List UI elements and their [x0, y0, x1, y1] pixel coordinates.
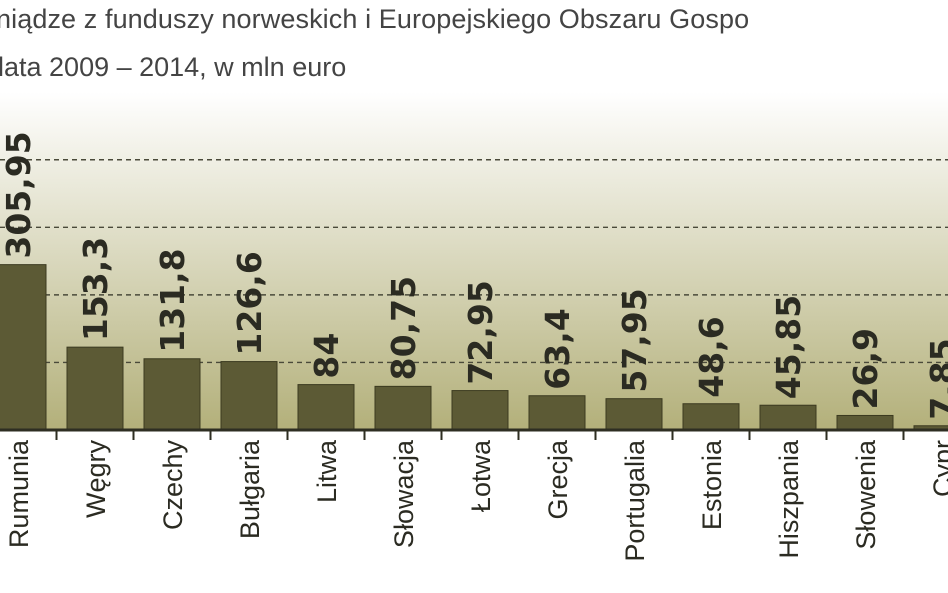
bar-grecja — [528, 395, 586, 431]
bar-rumunia — [0, 264, 47, 431]
category-label-cypr: Cypr — [928, 440, 948, 497]
x-axis-ticks — [55, 430, 905, 440]
value-label-portugalia: 57,95 — [615, 288, 654, 392]
category-label-bulgaria: Bułgaria — [235, 439, 265, 539]
bar-slowenia — [836, 414, 894, 431]
category-label-estonia: Estonia — [697, 439, 727, 530]
category-label-slowenia: Słowenia — [851, 439, 881, 550]
chart-title: niądze z funduszy norweskich i Europejsk… — [0, 4, 750, 34]
category-label-litwa: Litwa — [312, 439, 342, 503]
value-label-bulgaria: 126,6 — [230, 251, 269, 355]
bar-hiszpania — [759, 404, 817, 431]
value-label-cypr: 7,85 — [923, 338, 948, 419]
bar-slowacja — [374, 385, 432, 431]
bar-wegry — [66, 346, 124, 431]
category-label-slowacja: Słowacja — [389, 439, 419, 548]
category-label-hiszpania: Hiszpania — [774, 439, 804, 559]
value-label-slowenia: 26,9 — [846, 328, 885, 409]
bar-bulgaria — [220, 361, 278, 431]
category-label-czechy: Czechy — [158, 440, 188, 531]
bars — [0, 264, 948, 431]
bar-portugalia — [605, 398, 663, 431]
category-label-portugalia: Portugalia — [620, 439, 650, 562]
value-label-rumunia: 305,95 — [0, 131, 38, 258]
value-labels: 305,95 153,3 131,8 126,6 84 80,75 72,95 63,4 57,… — [0, 131, 948, 419]
bar-litwa — [297, 384, 355, 431]
category-label-grecja: Grecja — [543, 439, 573, 520]
bar-estonia — [682, 403, 740, 431]
value-label-estonia: 48,6 — [692, 316, 731, 397]
value-label-wegry: 153,3 — [76, 237, 115, 341]
value-label-czechy: 131,8 — [153, 248, 192, 352]
category-label-wegry: Węgry — [81, 440, 111, 519]
category-labels: Rumunia Węgry Czechy Bułgaria Litwa Słowacja Ł… — [4, 439, 948, 562]
category-label-lotwa: Łotwa — [466, 439, 496, 512]
bar-lotwa — [451, 390, 509, 431]
value-label-slowacja: 80,75 — [384, 276, 423, 380]
value-label-lotwa: 72,95 — [461, 280, 500, 384]
category-label-rumunia: Rumunia — [4, 439, 34, 548]
value-label-hiszpania: 45,85 — [769, 295, 808, 399]
chart-subtitle: lata 2009 – 2014, w mln euro — [0, 52, 347, 82]
bar-czechy — [143, 358, 201, 431]
value-label-grecja: 63,4 — [538, 308, 577, 389]
value-label-litwa: 84 — [307, 333, 346, 379]
